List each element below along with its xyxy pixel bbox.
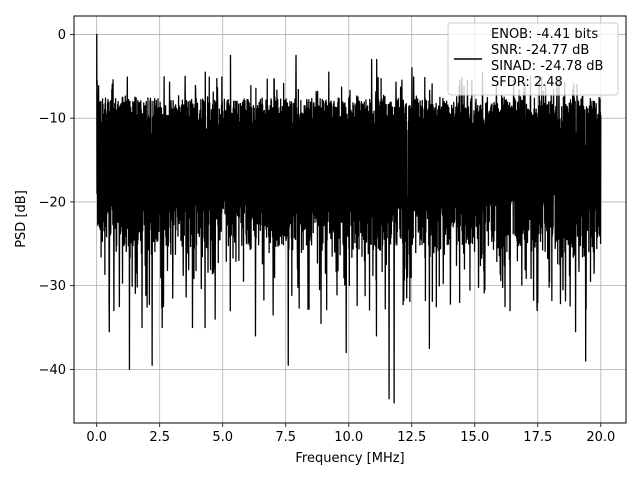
x-tick-label: 2.5 [149,430,170,445]
plot-frame [73,15,627,424]
x-axis-ticks: 0.0 2.5 5.0 7.5 10.0 12.5 15.0 17.5 20.0 [86,423,615,445]
y-tick-label: −40 [39,363,66,378]
y-tick-label: −10 [39,112,66,127]
x-tick-label: 20.0 [586,430,615,445]
x-tick-label: 5.0 [212,430,233,445]
x-tick-label: 15.0 [460,430,489,445]
x-tick-label: 0.0 [86,430,107,445]
y-tick-label: 0 [58,28,66,43]
legend-entry-sinad: SINAD: -24.78 dB [491,59,603,74]
legend-entry-enob: ENOB: -4.41 bits [491,27,598,42]
legend: ENOB: -4.41 bits SNR: -24.77 dB SINAD: -… [447,22,619,96]
legend-entry-snr: SNR: -24.77 dB [491,43,589,58]
x-tick-label: 17.5 [523,430,552,445]
y-axis-label: PSD [dB] [14,190,29,248]
legend-box [447,22,619,96]
y-tick-label: −20 [39,195,66,210]
y-tick-label: −30 [39,279,66,294]
x-tick-label: 12.5 [397,430,426,445]
x-tick-label: 7.5 [275,430,296,445]
psd-series-line [96,33,602,404]
legend-entry-sfdr: SFDR: 2.48 [491,75,563,90]
plot-area [96,33,602,404]
x-tick-label: 10.0 [334,430,363,445]
y-axis-ticks: 0 −10 −20 −30 −40 [39,28,74,378]
x-axis-label: Frequency [MHz] [295,451,404,466]
